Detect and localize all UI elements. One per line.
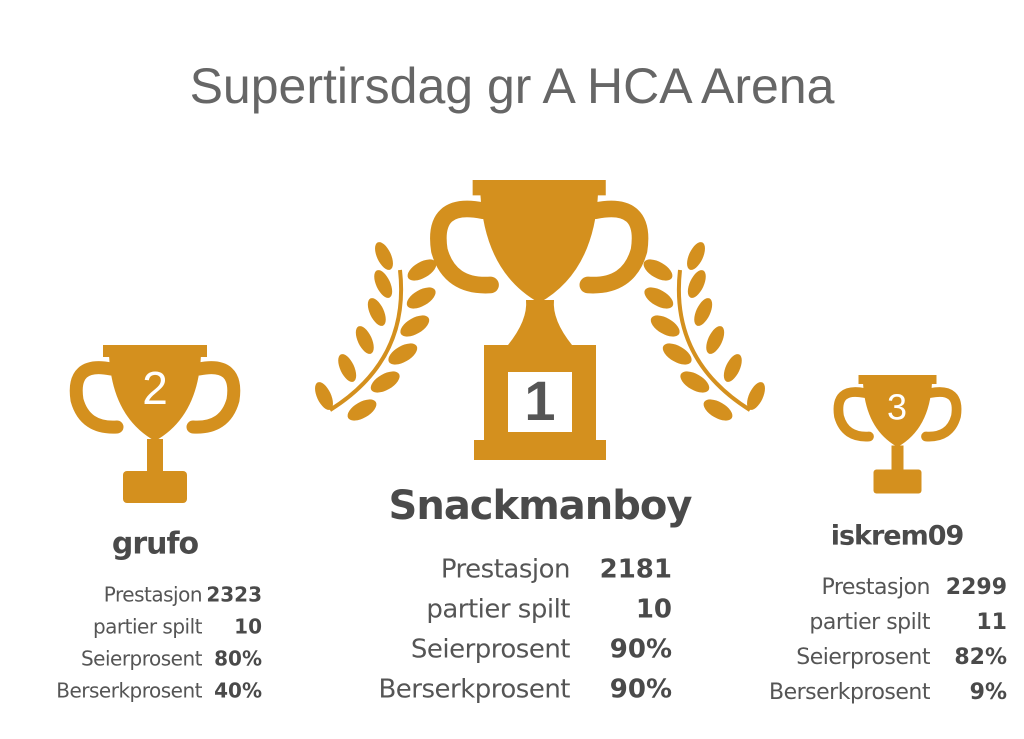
stat-value: 2299 <box>946 575 1007 600</box>
stat-label: Prestasjon <box>104 583 202 607</box>
laurel-leaf <box>723 354 742 382</box>
rank-number: 3 <box>887 387 907 428</box>
trophy <box>430 180 649 303</box>
stat-label: partier spilt <box>93 615 203 639</box>
stat-value: 10 <box>234 615 262 639</box>
laurel-leaf <box>347 399 377 421</box>
laurel-leaf <box>643 259 673 281</box>
cup-handle <box>186 361 241 434</box>
trophy-neck <box>508 300 572 345</box>
stat-label: Berserkprosent <box>56 679 202 703</box>
stat-value: 2323 <box>206 583 262 607</box>
rank-number: 2 <box>142 362 168 414</box>
player-name: iskrem09 <box>831 521 964 552</box>
laurel-stem <box>676 269 752 412</box>
laurel-leaf <box>644 287 674 309</box>
laurel-leaf <box>680 371 710 393</box>
laurel-stem <box>328 269 404 412</box>
cup-base <box>123 471 187 503</box>
cup-bowl <box>480 192 599 303</box>
laurel-leaf <box>687 242 705 270</box>
laurel-leaf <box>687 270 706 298</box>
trophy-plate <box>508 372 572 432</box>
laurel-leaf <box>703 399 733 421</box>
laurel-leaf <box>374 270 393 298</box>
cup-bowl <box>863 382 932 447</box>
cup-rim <box>103 345 207 357</box>
stat-label: Seierprosent <box>81 647 203 671</box>
laurel-leaf <box>706 326 725 354</box>
stat-label: partier spilt <box>426 595 570 625</box>
page-title: Supertirsdag gr A HCA Arena <box>190 58 835 114</box>
cup-handle <box>921 387 962 442</box>
laurel-leaf <box>367 298 386 326</box>
cup-handle <box>69 361 124 434</box>
cup-stem <box>147 439 163 475</box>
laurel-leaf <box>650 315 680 337</box>
laurel-leaf <box>662 343 692 365</box>
laurel-leaf <box>406 287 436 309</box>
stat-value: 90% <box>610 675 672 705</box>
trophy-foot <box>474 440 606 460</box>
stat-value: 82% <box>954 645 1007 670</box>
stat-value: 11 <box>976 610 1007 635</box>
laurel-leaf <box>370 371 400 393</box>
laurel-leaf <box>747 382 765 410</box>
laurel-leaf <box>694 298 713 326</box>
laurel-leaf <box>375 242 393 270</box>
laurel-leaf <box>338 354 357 382</box>
cup-rim <box>472 180 606 196</box>
trophy <box>69 345 241 503</box>
stat-label: Seierprosent <box>411 635 570 665</box>
laurel-leaf <box>388 343 418 365</box>
cup-stem <box>891 445 904 473</box>
stat-value: 40% <box>214 679 262 703</box>
stat-value: 2181 <box>600 555 672 585</box>
stat-label: Prestasjon <box>441 555 570 585</box>
cup-base <box>873 469 922 494</box>
stat-label: Prestasjon <box>821 575 930 600</box>
cup-bowl <box>109 355 201 441</box>
laurel-leaf <box>400 315 430 337</box>
player-name: grufo <box>112 527 199 562</box>
stat-label: Seierprosent <box>796 645 931 670</box>
cup-rim <box>858 375 937 384</box>
stat-value: 80% <box>214 647 262 671</box>
laurel-leaf <box>315 382 333 410</box>
stat-label: Berserkprosent <box>378 675 570 705</box>
cup-handle <box>579 200 649 294</box>
laurel-leaf <box>407 259 437 281</box>
rank-number: 1 <box>524 369 555 432</box>
laurel-leaf <box>355 326 374 354</box>
stat-label: partier spilt <box>809 610 930 635</box>
cup-handle <box>430 200 499 294</box>
stat-value: 9% <box>970 680 1007 705</box>
stat-label: Berserkprosent <box>769 680 931 705</box>
stat-value: 90% <box>610 635 672 665</box>
cup-handle <box>833 387 874 442</box>
stat-value: 10 <box>636 595 672 625</box>
trophy <box>833 375 962 494</box>
player-name: Snackmanboy <box>389 483 693 529</box>
